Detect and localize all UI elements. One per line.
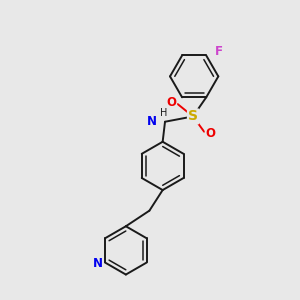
Text: N: N bbox=[147, 115, 157, 128]
Text: N: N bbox=[93, 256, 103, 270]
Text: F: F bbox=[214, 45, 223, 58]
Text: H: H bbox=[160, 108, 167, 118]
Text: O: O bbox=[166, 96, 176, 109]
Text: O: O bbox=[206, 127, 216, 140]
Text: S: S bbox=[188, 110, 198, 123]
